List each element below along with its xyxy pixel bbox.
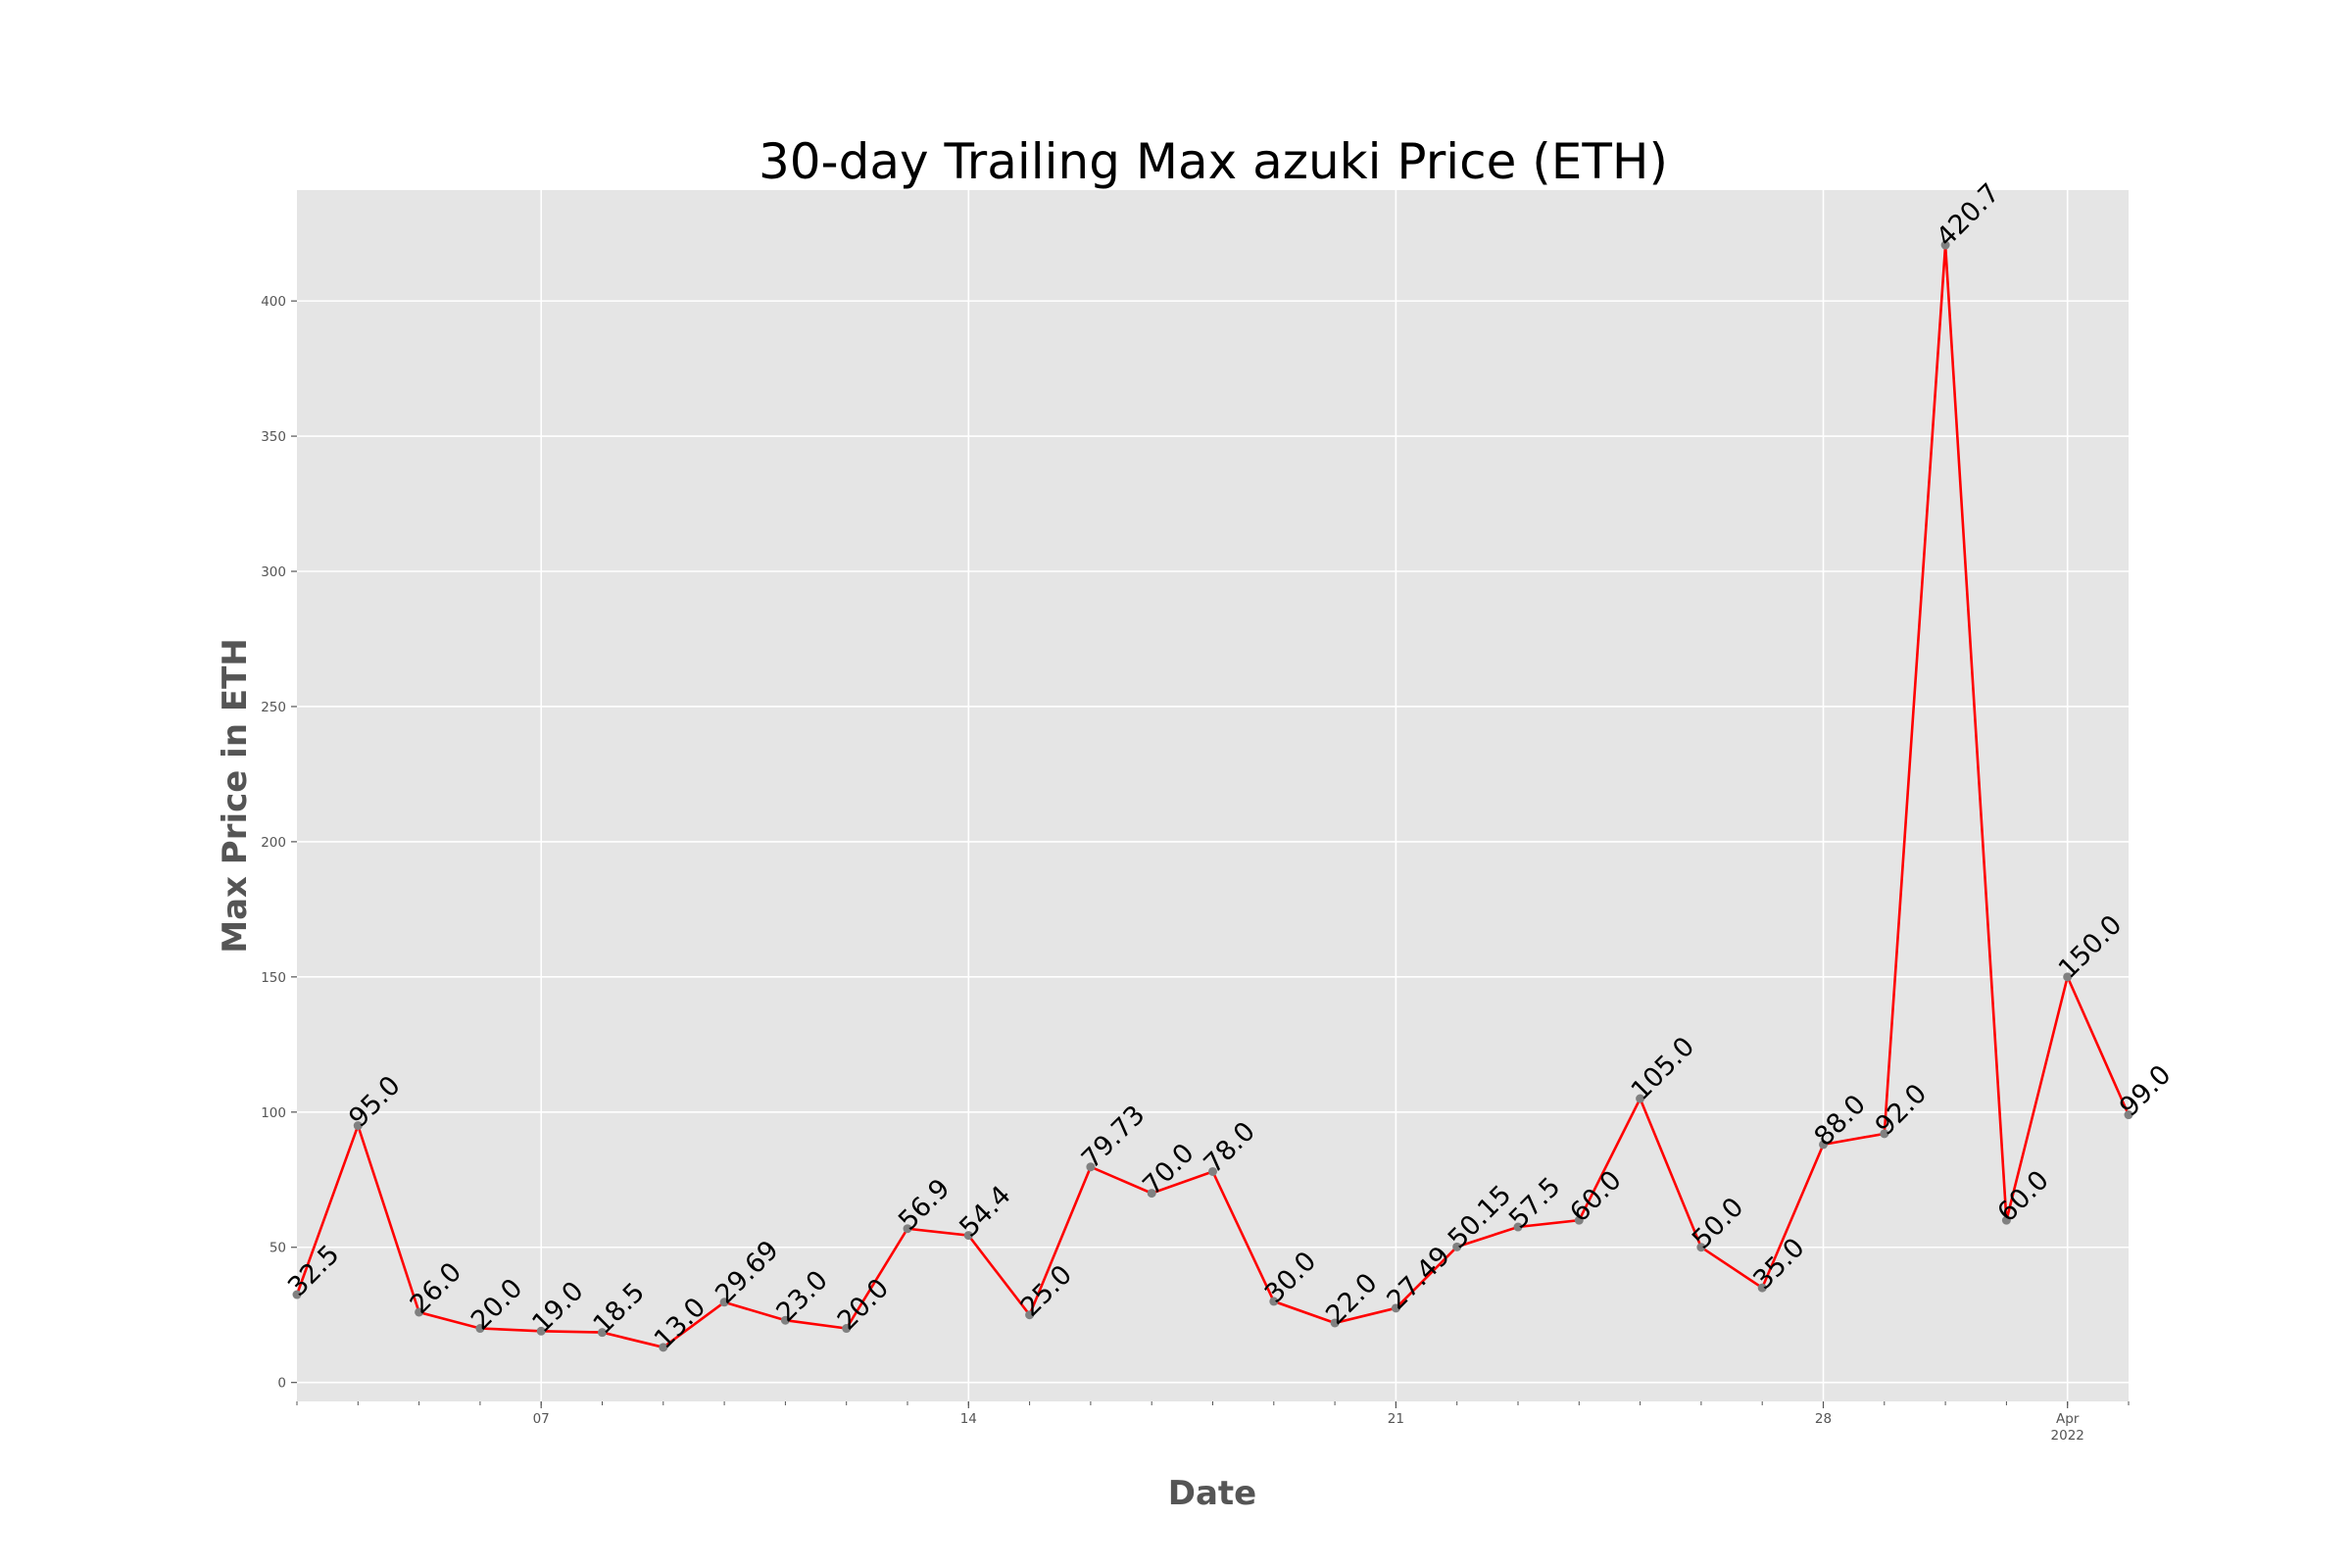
data-point: [842, 1324, 852, 1334]
data-point: [1330, 1318, 1340, 1328]
data-point: [1269, 1297, 1279, 1306]
x-tick-label: 14: [960, 1411, 977, 1427]
x-tick-label: Apr: [2056, 1411, 2080, 1427]
x-tick-sublabel: 2022: [2051, 1428, 2084, 1444]
data-markers: [292, 240, 2133, 1352]
data-point: [475, 1324, 485, 1334]
data-point: [292, 1290, 302, 1299]
plot-area: [297, 190, 2129, 1401]
data-point: [1757, 1283, 1767, 1293]
data-point: [536, 1326, 546, 1336]
x-tick-label: 07: [533, 1411, 550, 1427]
y-tick-label: 100: [261, 1105, 286, 1121]
data-point: [1208, 1166, 1217, 1176]
y-tick-label: 50: [270, 1241, 286, 1256]
y-tick-label: 350: [261, 429, 286, 445]
data-point: [659, 1343, 668, 1352]
data-point: [2001, 1215, 2011, 1225]
grid-lines: [297, 190, 2129, 1401]
y-tick-label: 200: [261, 835, 286, 851]
data-point: [598, 1328, 607, 1338]
y-axis-label: Max Price in ETH: [216, 638, 255, 954]
data-point: [903, 1224, 912, 1234]
data-point: [1940, 240, 1950, 250]
data-point: [2124, 1110, 2133, 1120]
data-point: [415, 1307, 424, 1317]
y-tick-label: 250: [261, 700, 286, 715]
y-tick-label: 400: [261, 294, 286, 310]
data-point: [2063, 972, 2073, 982]
data-point: [353, 1121, 363, 1131]
chart-title: 30-day Trailing Max azuki Price (ETH): [759, 133, 1668, 190]
data-point: [1086, 1162, 1096, 1172]
x-tick-label: 21: [1388, 1411, 1404, 1427]
data-point: [1819, 1140, 1828, 1150]
data-point: [719, 1298, 729, 1307]
data-point: [1391, 1303, 1400, 1313]
data-point: [1696, 1243, 1706, 1252]
data-point: [1147, 1189, 1156, 1199]
data-point: [1880, 1129, 1889, 1139]
data-point: [1574, 1215, 1584, 1225]
x-axis-label: Date: [1168, 1474, 1256, 1513]
data-point: [1452, 1242, 1462, 1251]
data-point: [1025, 1310, 1035, 1320]
data-point: [1513, 1222, 1523, 1232]
data-point: [963, 1231, 973, 1241]
y-tick-label: 300: [261, 564, 286, 580]
data-point: [1636, 1094, 1645, 1103]
y-tick-label: 0: [277, 1376, 286, 1392]
data-point: [780, 1315, 790, 1325]
x-tick-label: 28: [1815, 1411, 1832, 1427]
y-tick-label: 150: [261, 970, 286, 986]
